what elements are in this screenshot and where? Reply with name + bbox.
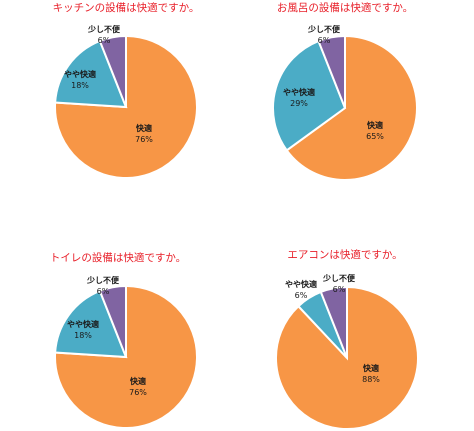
chart-title-toilet: トイレの設備は快適ですか。	[50, 251, 186, 264]
pie-slices-toilet	[54, 284, 198, 429]
slice-pct-kitchen-comfortable: 76%	[135, 135, 153, 144]
pie-slices-bath	[272, 34, 418, 181]
slice-label-toilet-somewhat: やや快適	[67, 319, 99, 329]
pie-chart-kitchen: キッチンの設備は快適ですか。 快適 76% やや快適 18% 少し不便 6%	[53, 1, 200, 179]
pie-slice-bath-inconvenient	[317, 34, 346, 109]
pie-chart-aircon: エアコンは快適ですか。 快適 88% やや快適 6% 少し不便 6%	[275, 248, 419, 430]
pie-chart-bath: お風呂の設備は快適ですか。 快適 65% やや快適 29% 少し不便 6%	[272, 1, 418, 181]
pie-slice-kitchen-somewhat	[54, 39, 128, 109]
chart-title-kitchen: キッチンの設備は快適ですか。	[53, 1, 200, 14]
chart-title-aircon: エアコンは快適ですか。	[287, 248, 402, 261]
slice-label-kitchen-inconvenient: 少し不便	[87, 24, 121, 34]
pie-chart-toilet: トイレの設備は快適ですか。 快適 76% やや快適 18% 少し不便 6%	[50, 251, 198, 429]
pie-slices-kitchen	[54, 34, 198, 179]
pie-slice-toilet-somewhat	[54, 289, 128, 359]
slice-pct-kitchen-inconvenient: 6%	[98, 36, 111, 45]
slice-label-bath-inconvenient: 少し不便	[307, 24, 341, 34]
slice-label-kitchen-somewhat: やや快適	[64, 69, 96, 79]
slice-label-bath-comfortable: 快適	[367, 120, 383, 130]
pie-slice-bath-comfortable	[285, 34, 418, 181]
slice-label-aircon-comfortable: 快適	[363, 363, 379, 373]
slice-label-kitchen-comfortable: 快適	[136, 123, 152, 133]
slice-pct-aircon-comfortable: 88%	[362, 375, 380, 384]
slice-pct-kitchen-somewhat: 18%	[71, 81, 89, 90]
slice-pct-aircon-inconvenient: 6%	[333, 285, 346, 294]
slice-label-aircon-somewhat: やや快適	[285, 279, 317, 289]
chart-title-bath: お風呂の設備は快適ですか。	[277, 1, 413, 14]
slice-pct-toilet-comfortable: 76%	[129, 388, 147, 397]
pie-slices-aircon	[275, 285, 419, 430]
slice-pct-bath-somewhat: 29%	[290, 99, 308, 108]
slice-label-bath-somewhat: やや快適	[283, 87, 315, 97]
slice-pct-bath-comfortable: 65%	[366, 132, 384, 141]
slice-pct-toilet-somewhat: 18%	[74, 331, 92, 340]
pie-slice-aircon-inconvenient	[319, 285, 348, 359]
slice-pct-bath-inconvenient: 6%	[318, 36, 331, 45]
slice-label-toilet-comfortable: 快適	[130, 376, 146, 386]
slice-pct-toilet-inconvenient: 6%	[97, 287, 110, 296]
pie-slice-bath-somewhat	[272, 39, 347, 152]
slice-pct-aircon-somewhat: 6%	[295, 291, 308, 300]
slice-label-aircon-inconvenient: 少し不便	[322, 273, 356, 283]
pie-slice-kitchen-inconvenient	[98, 34, 127, 108]
slice-label-toilet-inconvenient: 少し不便	[86, 275, 120, 285]
pie-slice-toilet-inconvenient	[98, 284, 127, 358]
